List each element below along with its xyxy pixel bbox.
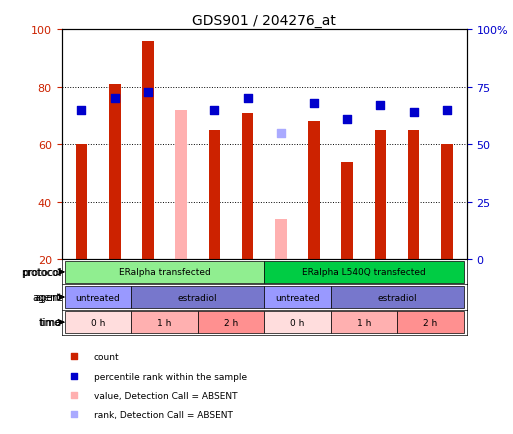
Point xyxy=(70,353,78,360)
Bar xyxy=(275,220,287,260)
FancyBboxPatch shape xyxy=(65,311,131,334)
Point xyxy=(144,89,152,96)
Text: count: count xyxy=(94,352,120,361)
FancyBboxPatch shape xyxy=(264,261,464,283)
Point xyxy=(443,107,451,114)
Point xyxy=(377,102,385,109)
Text: rank, Detection Call = ABSENT: rank, Detection Call = ABSENT xyxy=(94,410,233,418)
Text: ERalpha L540Q transfected: ERalpha L540Q transfected xyxy=(302,268,426,277)
Text: 0 h: 0 h xyxy=(290,318,305,327)
FancyBboxPatch shape xyxy=(264,286,331,309)
Text: estradiol: estradiol xyxy=(377,293,417,302)
FancyBboxPatch shape xyxy=(397,311,464,334)
Bar xyxy=(408,131,420,260)
Text: protocol: protocol xyxy=(21,267,61,277)
Point xyxy=(111,96,119,103)
FancyBboxPatch shape xyxy=(131,311,198,334)
Point xyxy=(77,107,86,114)
Point xyxy=(70,392,78,399)
Bar xyxy=(374,131,386,260)
Bar xyxy=(342,162,353,260)
Point xyxy=(277,130,285,137)
Text: protocol: protocol xyxy=(23,267,62,277)
Point xyxy=(244,96,252,103)
Text: untreated: untreated xyxy=(275,293,320,302)
Bar xyxy=(308,122,320,260)
Bar xyxy=(109,85,121,260)
Text: 2 h: 2 h xyxy=(423,318,438,327)
Text: time: time xyxy=(39,317,61,327)
Text: estradiol: estradiol xyxy=(178,293,218,302)
FancyBboxPatch shape xyxy=(65,286,131,309)
Point xyxy=(310,100,318,107)
Text: 1 h: 1 h xyxy=(357,318,371,327)
Bar xyxy=(209,131,220,260)
FancyBboxPatch shape xyxy=(331,286,464,309)
Text: 2 h: 2 h xyxy=(224,318,238,327)
Text: agent: agent xyxy=(33,293,61,302)
Text: untreated: untreated xyxy=(76,293,121,302)
Text: 0 h: 0 h xyxy=(91,318,105,327)
Text: percentile rank within the sample: percentile rank within the sample xyxy=(94,372,247,381)
FancyBboxPatch shape xyxy=(264,311,331,334)
Point xyxy=(70,411,78,418)
Point xyxy=(210,107,219,114)
Text: time: time xyxy=(40,317,62,327)
Bar xyxy=(242,114,253,260)
FancyBboxPatch shape xyxy=(331,311,397,334)
Text: ERalpha transfected: ERalpha transfected xyxy=(119,268,210,277)
Bar xyxy=(175,111,187,260)
Bar xyxy=(142,42,154,260)
Point xyxy=(70,373,78,380)
Bar xyxy=(441,145,452,260)
Text: 1 h: 1 h xyxy=(157,318,172,327)
Text: agent: agent xyxy=(34,293,62,302)
Point xyxy=(409,109,418,116)
Bar xyxy=(76,145,87,260)
Point xyxy=(343,116,351,123)
Text: value, Detection Call = ABSENT: value, Detection Call = ABSENT xyxy=(94,391,238,400)
FancyBboxPatch shape xyxy=(198,311,264,334)
Title: GDS901 / 204276_at: GDS901 / 204276_at xyxy=(192,14,336,28)
FancyBboxPatch shape xyxy=(131,286,264,309)
FancyBboxPatch shape xyxy=(65,261,264,283)
